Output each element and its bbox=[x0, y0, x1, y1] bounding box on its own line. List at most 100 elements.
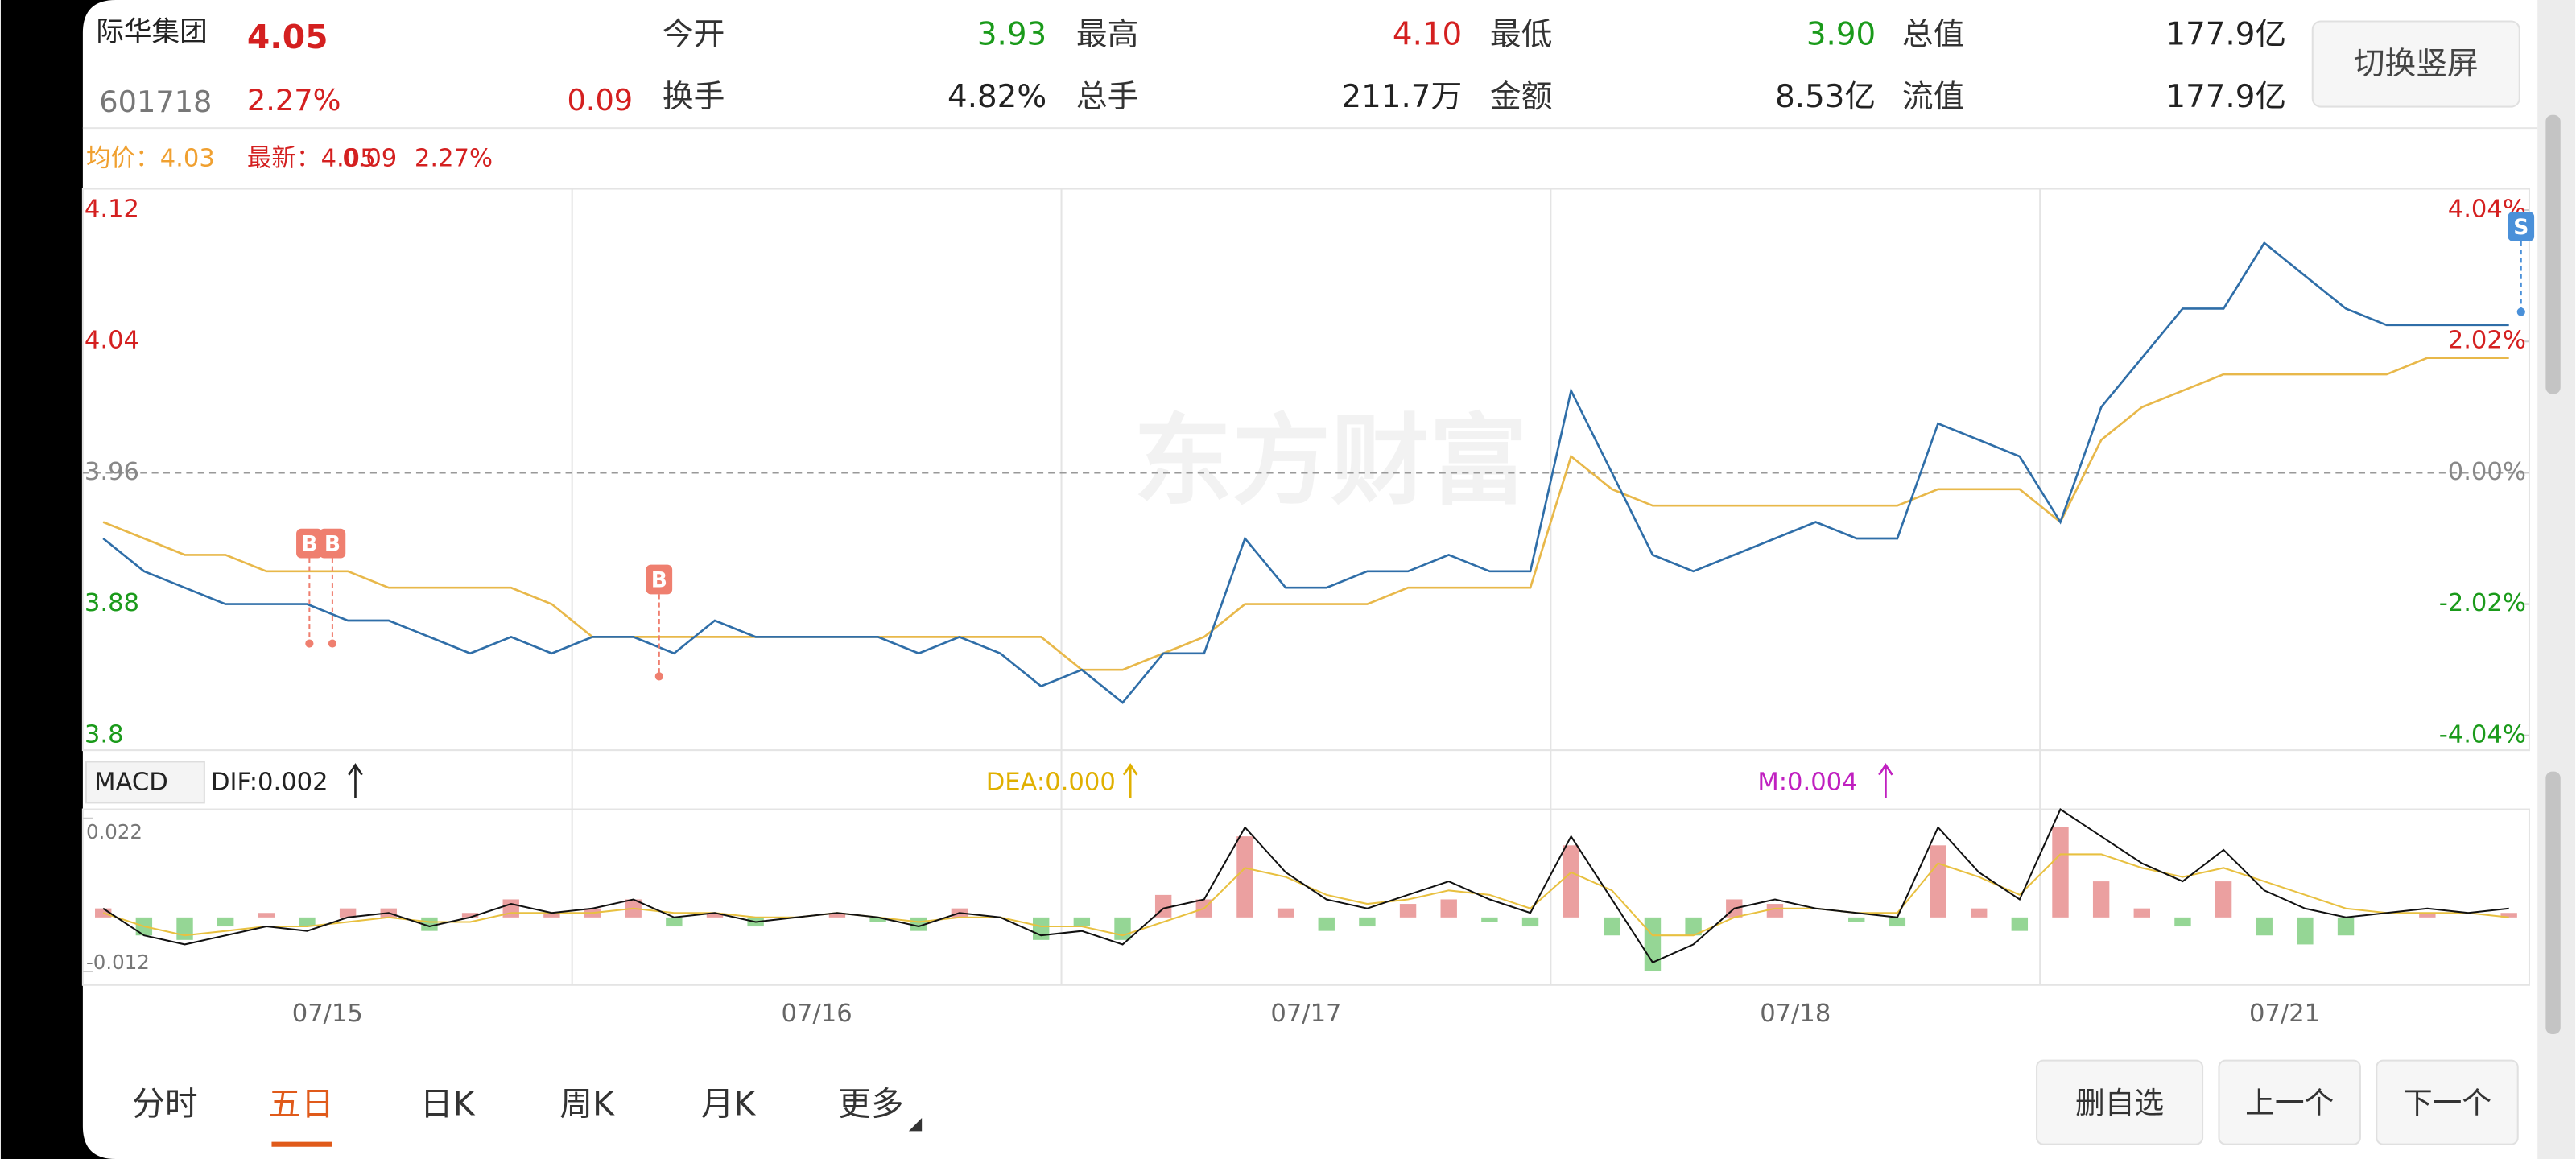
macd-bar bbox=[1848, 917, 1865, 922]
tab[interactable]: 日K bbox=[420, 1085, 476, 1124]
trade-mark-dot bbox=[654, 672, 663, 681]
macd-bar bbox=[339, 908, 357, 918]
macd-bar bbox=[258, 913, 275, 918]
trade-mark-label: B bbox=[651, 568, 667, 593]
watermark: 东方财富 bbox=[1133, 403, 1527, 518]
macd-bar bbox=[2092, 881, 2110, 918]
macd-bar bbox=[299, 917, 316, 927]
macd-bar bbox=[869, 917, 886, 922]
code: 601718 bbox=[99, 85, 212, 119]
x-tick-label: 07/18 bbox=[1760, 1000, 1831, 1028]
y-tick-label: 3.96 bbox=[85, 458, 139, 486]
nav-button-label[interactable]: 删自选 bbox=[2075, 1086, 2164, 1120]
x-tick-label: 07/17 bbox=[1270, 1000, 1341, 1028]
legend-item: 0.09 bbox=[342, 144, 397, 172]
field-label: 今开 bbox=[663, 16, 725, 52]
tab[interactable]: 分时 bbox=[132, 1085, 198, 1124]
macd-tick-label: -0.012 bbox=[86, 951, 150, 974]
macd-tick-label: 0.022 bbox=[86, 820, 142, 843]
nav-button[interactable] bbox=[2218, 1059, 2361, 1145]
macd-bar bbox=[2337, 917, 2355, 936]
macd-bar bbox=[706, 913, 724, 918]
macd-label: DEA:0.000 bbox=[986, 768, 1116, 796]
more-arrow bbox=[908, 1118, 923, 1132]
nav-button[interactable] bbox=[2376, 1059, 2519, 1145]
y-tick-label: 4.12 bbox=[85, 196, 139, 224]
trade-mark-label: B bbox=[324, 532, 341, 557]
macd-bar bbox=[2419, 913, 2436, 918]
dif-line bbox=[102, 808, 2509, 964]
macd-arrow bbox=[1122, 763, 1138, 798]
macd-bar bbox=[1970, 908, 1988, 918]
field-value: 211.7万 bbox=[1342, 79, 1463, 115]
tab[interactable]: 月K bbox=[701, 1085, 757, 1124]
macd-bar bbox=[1033, 917, 1050, 940]
tab[interactable]: 五日 bbox=[268, 1085, 334, 1124]
macd-bar bbox=[1481, 917, 1498, 922]
tab[interactable]: 周K bbox=[559, 1085, 615, 1124]
nav-button[interactable] bbox=[2036, 1059, 2204, 1145]
field-label: 流值 bbox=[1902, 79, 1965, 115]
tab[interactable]: 更多 bbox=[838, 1085, 904, 1124]
macd-bar bbox=[1399, 904, 1417, 918]
trade-mark-label: S bbox=[2513, 215, 2529, 240]
macd-bar bbox=[1766, 904, 1784, 918]
macd-bar bbox=[1685, 917, 1702, 936]
macd-bar bbox=[2011, 917, 2029, 931]
macd-bar bbox=[1114, 917, 1131, 940]
field-value: 8.53亿 bbox=[1775, 79, 1876, 115]
stock-name: 际华集团 bbox=[96, 16, 208, 48]
field-label: 最低 bbox=[1490, 16, 1553, 52]
y2-tick-label: 0.00% bbox=[2448, 458, 2526, 486]
field-value: 4.82% bbox=[947, 79, 1046, 115]
field-label: 换手 bbox=[663, 79, 725, 115]
rotate-button[interactable] bbox=[2311, 20, 2520, 108]
macd-bar bbox=[828, 913, 846, 918]
macd-bar bbox=[1563, 845, 1579, 918]
rotate-button-label[interactable]: 切换竖屏 bbox=[2354, 46, 2479, 82]
legend-item: 2.27% bbox=[415, 144, 493, 172]
trade-mark-badge bbox=[2508, 212, 2535, 241]
macd-bar bbox=[666, 917, 683, 927]
y2-tick-label: -2.02% bbox=[2439, 589, 2526, 617]
chart-frame bbox=[81, 188, 2531, 752]
legend-item: 最新：4.05 bbox=[247, 144, 376, 172]
price: 4.05 bbox=[247, 18, 328, 56]
indicator-select[interactable] bbox=[85, 761, 205, 804]
field-value: 4.10 bbox=[1393, 16, 1462, 52]
macd-bar bbox=[1277, 908, 1294, 918]
macd-frame bbox=[81, 808, 2531, 986]
macd-bar bbox=[1889, 917, 1906, 927]
macd-bar bbox=[2174, 917, 2191, 927]
y2-tick-label: 2.02% bbox=[2448, 327, 2526, 355]
x-tick-label: 07/21 bbox=[2249, 1000, 2320, 1028]
macd-arrow bbox=[1878, 763, 1893, 798]
macd-bar bbox=[2500, 913, 2517, 918]
nav-button-label[interactable]: 上一个 bbox=[2245, 1086, 2334, 1120]
macd-label: M:0.004 bbox=[1757, 768, 1857, 796]
trade-mark-badge bbox=[319, 528, 346, 559]
field-value: 3.90 bbox=[1806, 16, 1876, 52]
nav-button-label[interactable]: 下一个 bbox=[2403, 1086, 2491, 1120]
y-tick-label: 4.04 bbox=[85, 327, 139, 355]
change-pct: 2.27% bbox=[247, 83, 341, 118]
trade-mark-label: B bbox=[301, 532, 317, 557]
legend-item: 均价：4.03 bbox=[86, 144, 215, 172]
field-label: 金额 bbox=[1490, 79, 1553, 115]
trade-mark-dot bbox=[2516, 307, 2525, 316]
y-tick-label: 3.88 bbox=[85, 589, 139, 617]
screen-edge bbox=[0, 0, 116, 1159]
macd-label: DIF:0.002 bbox=[211, 768, 328, 796]
x-tick-label: 07/16 bbox=[782, 1000, 852, 1028]
trade-mark-badge bbox=[646, 564, 673, 595]
field-value: 177.9亿 bbox=[2165, 79, 2286, 115]
indicator-name[interactable]: MACD bbox=[94, 768, 168, 796]
macd-bar bbox=[2215, 881, 2232, 918]
scroll-thumb bbox=[2545, 114, 2561, 394]
y2-tick-label: -4.04% bbox=[2439, 720, 2526, 749]
macd-bar bbox=[217, 917, 234, 927]
macd-bar bbox=[1073, 917, 1091, 927]
macd-bar bbox=[461, 913, 479, 918]
avg-price-line bbox=[102, 357, 2509, 671]
